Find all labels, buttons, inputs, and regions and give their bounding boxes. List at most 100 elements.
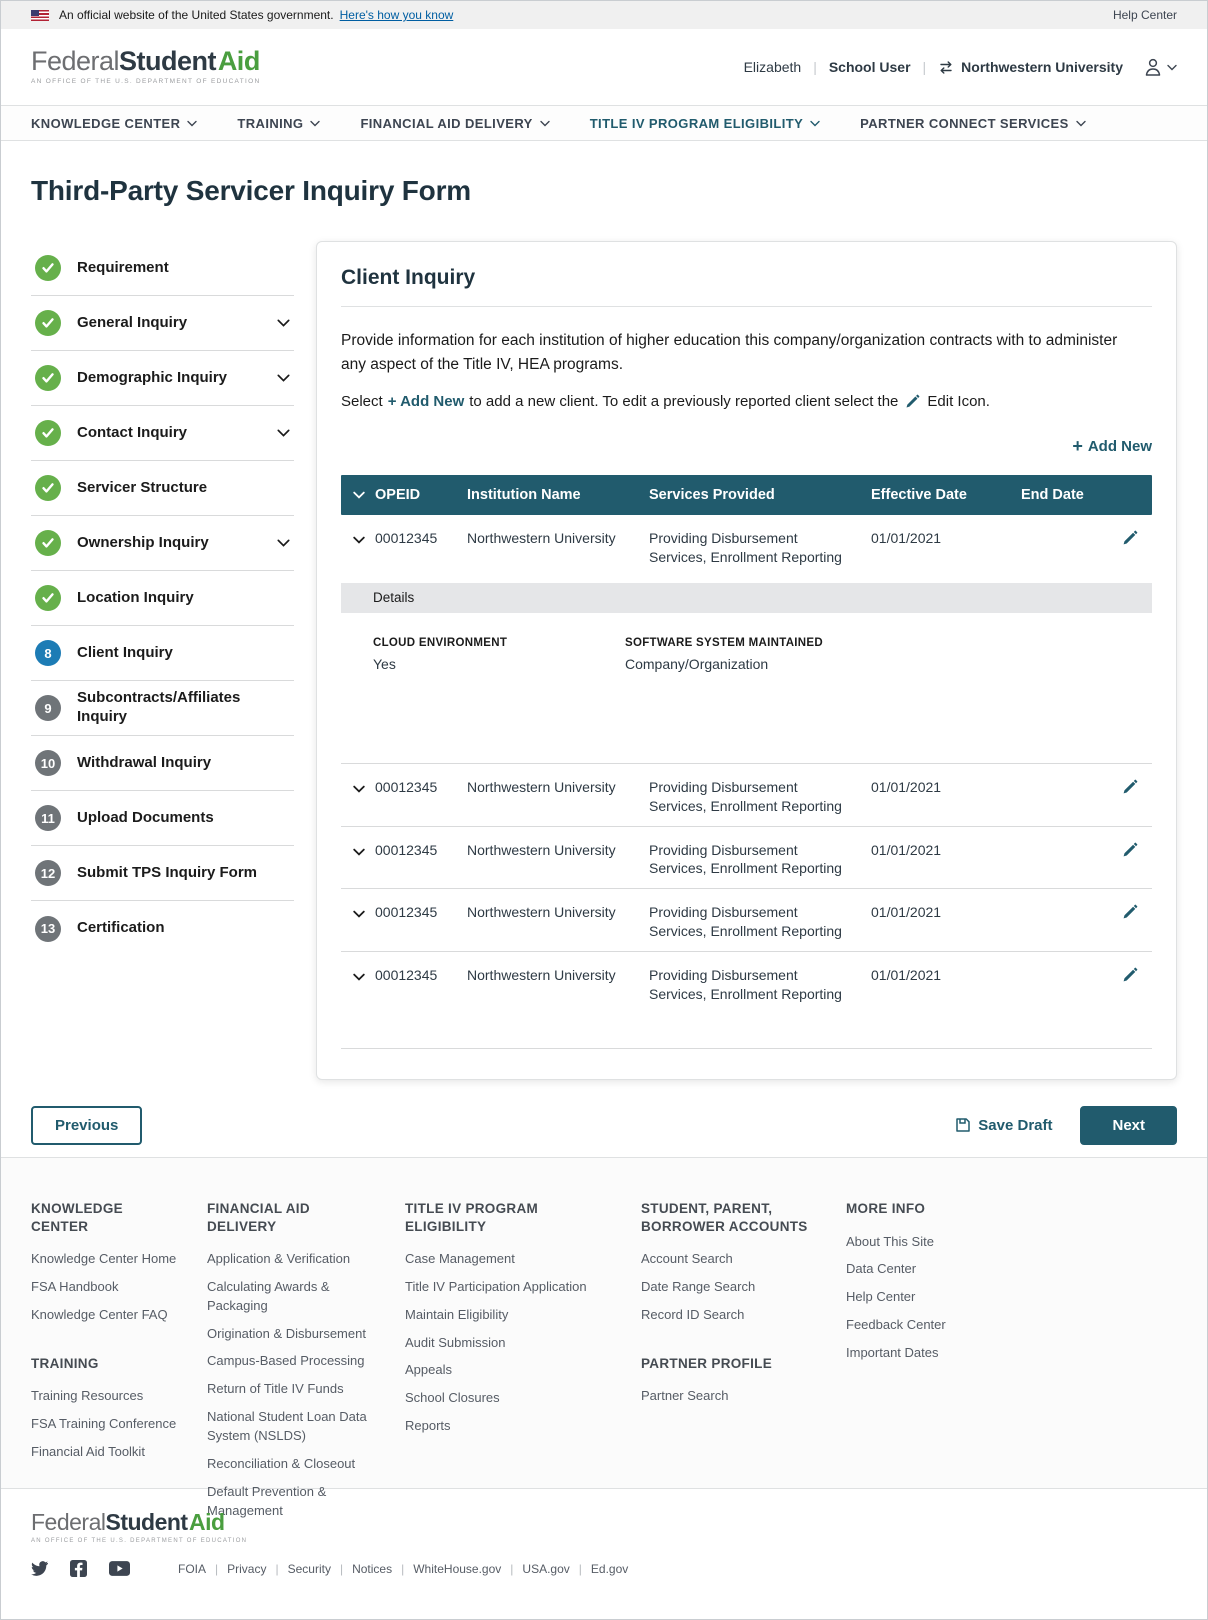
form-step-item[interactable]: 8 Client Inquiry	[31, 626, 294, 681]
legal-link[interactable]: USA.gov	[501, 1562, 569, 1576]
footer-link[interactable]: Origination & Disbursement	[207, 1325, 366, 1341]
footer-link[interactable]: Audit Submission	[405, 1334, 506, 1350]
footer-link[interactable]: Appeals	[405, 1362, 452, 1378]
edit-row-button[interactable]	[1122, 530, 1152, 551]
instruction-text: to add a new client. To edit a previousl…	[469, 393, 899, 411]
cell-institution: Northwestern University	[467, 904, 616, 921]
edit-pencil-icon	[1123, 530, 1138, 545]
footer-link[interactable]: About This Site	[846, 1233, 934, 1249]
youtube-icon[interactable]	[109, 1561, 130, 1576]
form-step-item[interactable]: 10 Withdrawal Inquiry	[31, 736, 294, 791]
footer-link[interactable]: Title IV Participation Application	[405, 1278, 587, 1294]
nav-item[interactable]: FINANCIAL AID DELIVERY	[360, 115, 550, 131]
footer-link[interactable]: Knowledge Center Home	[31, 1251, 177, 1267]
legal-link[interactable]: Privacy	[206, 1562, 266, 1576]
footer-link[interactable]: FSA Training Conference	[31, 1416, 177, 1432]
nav-item-label: KNOWLEDGE CENTER	[31, 115, 181, 131]
footer-link[interactable]: School Closures	[405, 1390, 500, 1406]
footer-link[interactable]: FSA Handbook	[31, 1278, 119, 1294]
footer-link[interactable]: Reconciliation & Closeout	[207, 1455, 356, 1471]
footer-link[interactable]: Account Search	[641, 1251, 733, 1267]
footer-link[interactable]: National Student Loan Data System (NSLDS…	[207, 1409, 367, 1443]
row-details-section: Details CLOUD ENVIRONMENT Yes SOFTWARE S…	[341, 582, 1152, 763]
expand-row-chevron-icon[interactable]	[341, 531, 375, 549]
legal-link[interactable]: Notices	[331, 1562, 392, 1576]
footer-link[interactable]: Default Prevention & Management	[207, 1483, 327, 1518]
form-step-label: Ownership Inquiry	[77, 533, 209, 551]
logo-student: Student	[119, 46, 217, 77]
heres-how-link[interactable]: Here's how you know	[339, 8, 454, 22]
user-name[interactable]: Elizabeth	[743, 59, 802, 75]
form-step-item[interactable]: Location Inquiry	[31, 571, 294, 626]
legal-link[interactable]: FOIA	[178, 1561, 207, 1576]
footer-link[interactable]: Data Center	[846, 1261, 917, 1277]
footer-link[interactable]: Knowledge Center FAQ	[31, 1306, 168, 1322]
separator: |	[922, 59, 927, 75]
form-step-label: Location Inquiry	[77, 588, 194, 606]
footer-link[interactable]: Feedback Center	[846, 1317, 946, 1333]
legal-link[interactable]: Security	[266, 1562, 331, 1576]
add-new-inline-link[interactable]: + Add New	[387, 393, 465, 411]
nav-item[interactable]: PARTNER CONNECT SERVICES	[860, 116, 1086, 131]
expand-row-chevron-icon[interactable]	[341, 905, 375, 923]
footer-link[interactable]: Campus-Based Processing	[207, 1353, 365, 1369]
form-step-item[interactable]: 13 Certification	[31, 901, 294, 956]
footer-link[interactable]: Training Resources	[31, 1388, 144, 1404]
user-role[interactable]: School User	[828, 59, 911, 75]
header-user-area: Elizabeth | School User | Northwestern U…	[744, 55, 1177, 79]
footer-link[interactable]: Important Dates	[846, 1344, 939, 1360]
add-new-button[interactable]: + Add New	[1072, 435, 1152, 456]
nav-item[interactable]: KNOWLEDGE CENTER	[31, 115, 198, 131]
expand-row-chevron-icon[interactable]	[341, 843, 375, 861]
nav-item[interactable]: TRAINING	[237, 116, 321, 131]
form-step-item[interactable]: Ownership Inquiry	[31, 516, 294, 571]
footer-link[interactable]: Financial Aid Toolkit	[31, 1443, 145, 1459]
footer-link[interactable]: Return of Title IV Funds	[207, 1381, 344, 1397]
step-number-icon: 13	[35, 915, 61, 942]
save-draft-button[interactable]: Save Draft	[955, 1117, 1052, 1134]
help-center-link[interactable]: Help Center	[1112, 8, 1177, 22]
form-step-item[interactable]: Demographic Inquiry	[31, 351, 294, 406]
footer-link[interactable]: Calculating Awards & Packaging	[207, 1278, 330, 1313]
main-nav: KNOWLEDGE CENTER TRAINING FINANCIAL AID …	[1, 105, 1207, 141]
edit-row-button[interactable]	[1122, 904, 1152, 925]
footer-link[interactable]: Maintain Eligibility	[405, 1306, 509, 1322]
form-step-item[interactable]: 9 Subcontracts/Affiliates Inquiry	[31, 681, 294, 736]
footer-link[interactable]: Date Range Search	[641, 1278, 756, 1294]
main-content: Third-Party Servicer Inquiry Form Requir…	[1, 141, 1207, 1157]
step-complete-icon	[35, 255, 61, 281]
form-step-item[interactable]: 12 Submit TPS Inquiry Form	[31, 846, 294, 901]
form-step-item[interactable]: Servicer Structure	[31, 461, 294, 516]
footer-link[interactable]: Application & Verification	[207, 1251, 351, 1267]
footer-link[interactable]: Case Management	[405, 1251, 515, 1267]
next-button[interactable]: Next	[1080, 1105, 1177, 1145]
edit-pencil-icon	[905, 394, 920, 409]
footer-link[interactable]: Help Center	[846, 1289, 916, 1305]
facebook-icon[interactable]	[70, 1560, 87, 1577]
footer-link[interactable]: Record ID Search	[641, 1306, 745, 1322]
footer-link[interactable]: Partner Search	[641, 1388, 729, 1404]
legal-link[interactable]: Ed.gov	[570, 1562, 628, 1576]
org-switcher[interactable]: Northwestern University	[938, 59, 1123, 75]
footer-link[interactable]: Reports	[405, 1418, 451, 1434]
cell-effective-date: 01/01/2021	[871, 778, 942, 795]
edit-row-button[interactable]	[1122, 779, 1152, 800]
nav-item[interactable]: TITLE IV PROGRAM ELIGIBILITY	[590, 116, 820, 131]
account-menu[interactable]	[1141, 55, 1177, 79]
nav-item-label: FINANCIAL AID DELIVERY	[360, 115, 533, 131]
twitter-icon[interactable]	[31, 1561, 48, 1576]
form-step-item[interactable]: Requirement	[31, 241, 294, 296]
edit-row-button[interactable]	[1122, 842, 1152, 863]
collapse-all-chevron-icon[interactable]	[341, 487, 375, 503]
edit-row-button[interactable]	[1122, 967, 1152, 988]
previous-button[interactable]: Previous	[31, 1105, 143, 1145]
site-header: FederalStudent Aid An OFFICE of the U.S.…	[1, 29, 1207, 105]
plus-icon: +	[1072, 435, 1083, 456]
form-step-item[interactable]: Contact Inquiry	[31, 406, 294, 461]
legal-link[interactable]: WhiteHouse.gov	[392, 1562, 501, 1576]
form-step-item[interactable]: General Inquiry	[31, 296, 294, 351]
expand-row-chevron-icon[interactable]	[341, 780, 375, 798]
logo-aid: Aid	[217, 46, 261, 77]
expand-row-chevron-icon[interactable]	[341, 968, 375, 986]
form-step-item[interactable]: 11 Upload Documents	[31, 791, 294, 846]
